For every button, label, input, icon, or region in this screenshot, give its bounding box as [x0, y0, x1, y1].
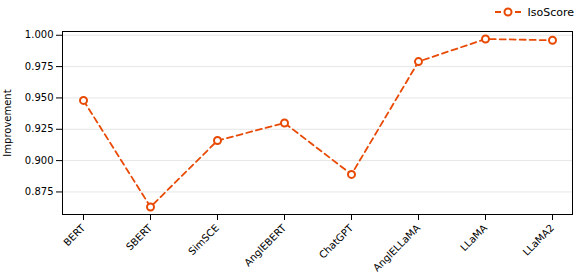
svg-text:LLaMA2: LLaMA2 [521, 222, 556, 257]
svg-text:AnglEBERT: AnglEBERT [242, 222, 289, 269]
svg-text:LLaMA: LLaMA [458, 222, 489, 253]
svg-text:SBERT: SBERT [124, 222, 155, 253]
svg-text:Improvement: Improvement [2, 89, 13, 156]
svg-text:ChatGPT: ChatGPT [317, 222, 356, 261]
html-text:IsoScore: IsoScore [527, 5, 574, 19]
svg-text:0.900: 0.900 [25, 155, 54, 166]
svg-text:SimSCE: SimSCE [186, 222, 221, 257]
svg-text:AnglELLaMA: AnglELLaMA [371, 222, 422, 273]
svg-text:0.975: 0.975 [25, 61, 54, 72]
svg-text:0.925: 0.925 [25, 123, 54, 134]
svg-text:0.950: 0.950 [25, 92, 54, 103]
svg-text:BERT: BERT [61, 222, 87, 248]
svg-text:0.875: 0.875 [25, 186, 54, 197]
svg-text:1.000: 1.000 [25, 29, 54, 40]
